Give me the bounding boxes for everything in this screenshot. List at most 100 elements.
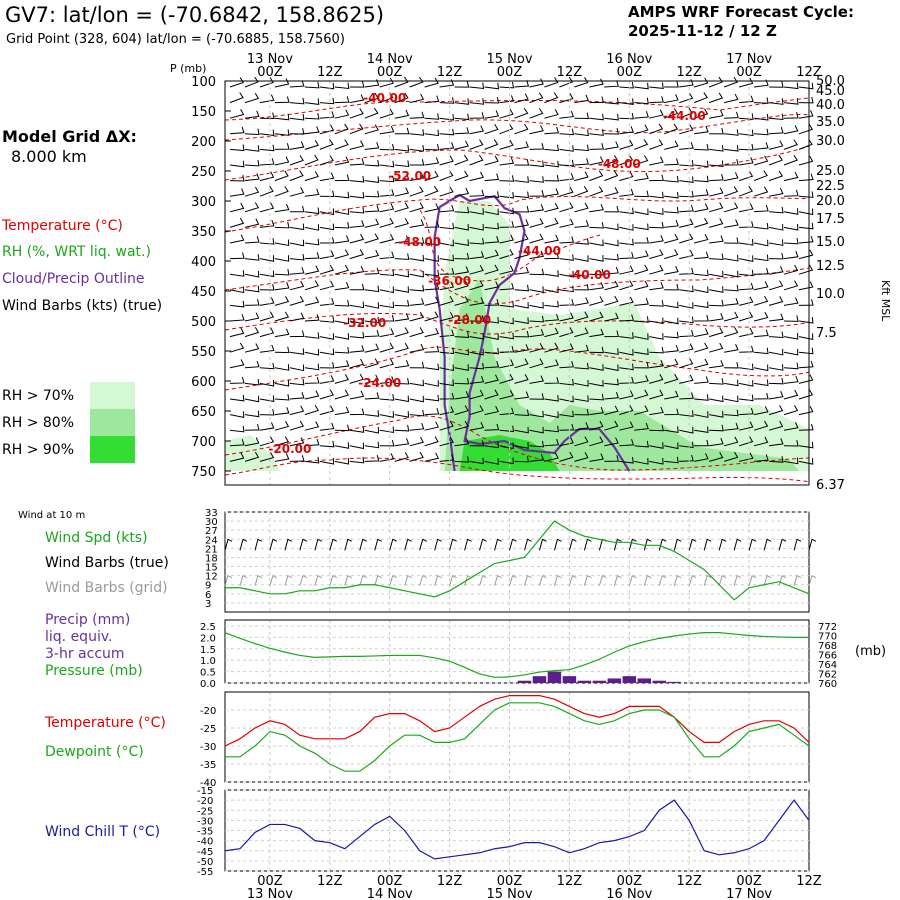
wind-barb-687 <box>589 346 604 354</box>
wind-barb-107 <box>664 108 679 119</box>
wind-barb-953 <box>484 458 499 465</box>
wind-barb-956 <box>529 453 545 462</box>
wind-barb-796 <box>469 389 484 400</box>
sfc-barb-true-9 <box>359 538 367 551</box>
wind-barb-165 <box>364 142 380 150</box>
wind-barb-180 <box>589 143 605 150</box>
p-tick-label-9: 550 <box>191 345 216 360</box>
wind-barb-439 <box>379 251 395 260</box>
wind-barb-709 <box>334 360 350 369</box>
wind-barb-731 <box>664 358 679 369</box>
wind-barb-869 <box>394 424 410 432</box>
p-tick-label-2: 200 <box>191 135 216 150</box>
wind-barb-156 <box>229 144 245 152</box>
wind-barb-961 <box>604 455 619 462</box>
wind-barb-109 <box>694 108 709 119</box>
wind-barb-949 <box>424 452 440 462</box>
legend-wind-speed: Wind Spd (kts) <box>45 530 148 546</box>
wind-barb-677 <box>439 347 455 355</box>
wind-barb-836 <box>484 405 499 416</box>
wind-barb-481 <box>424 269 440 277</box>
wind-barb-697 <box>739 345 754 353</box>
kft-tick-label-11: 10.0 <box>816 287 845 302</box>
wind-barb-928 <box>694 439 709 447</box>
wind-barb-734 <box>709 360 724 369</box>
sfc-barb-true-28 <box>643 538 652 551</box>
wind-barb-777 <box>769 377 784 385</box>
wind-barb-117 <box>229 126 245 135</box>
sfc-barb-grid-4 <box>284 574 293 586</box>
wind-barb-631 <box>334 333 350 340</box>
pressure-tick-label-4: 764 <box>818 660 837 671</box>
chill-tick-label-4: -35 <box>197 827 213 838</box>
rh-key-swatch-90 <box>90 436 135 463</box>
temperature-contour-2 <box>224 145 810 181</box>
wind-barb-274 <box>244 186 260 197</box>
wind-barb-510 <box>274 282 290 291</box>
wind-barb-768 <box>634 375 649 384</box>
wind-barb-861 <box>274 420 290 431</box>
wind-barb-154 <box>783 125 799 135</box>
wind-barb-868 <box>379 426 395 434</box>
wind-barb-90 <box>409 111 425 119</box>
wind-barb-973 <box>783 457 799 465</box>
wind-barb-241 <box>334 174 350 182</box>
chill-tick-label-8: -55 <box>197 867 213 878</box>
wind-barb-611 <box>619 314 634 322</box>
p-tick-label-4: 300 <box>191 195 216 210</box>
wind-barb-245 <box>394 174 410 182</box>
wind-barb-24 <box>589 78 604 88</box>
wind-barb-712 <box>379 358 395 369</box>
precip-panel-frame <box>224 619 810 684</box>
wind-barb-291 <box>499 191 514 199</box>
wind-barb-833 <box>439 406 455 416</box>
wind-tick-label-1: 30 <box>205 517 218 528</box>
wind-barb-606 <box>544 313 560 322</box>
wind-barb-444 <box>454 252 470 260</box>
wind-barb-60 <box>544 92 559 104</box>
wind-barb-212 <box>484 155 499 166</box>
pressure-unit: (mb) <box>855 644 887 659</box>
wind-barb-208 <box>424 157 440 166</box>
wind-barb-967 <box>694 453 709 462</box>
precip-bar-4 <box>577 680 592 683</box>
wind-barb-144 <box>634 124 649 135</box>
wind-barb-112 <box>739 113 754 120</box>
wind-barb-781 <box>244 395 260 403</box>
wind-barb-807 <box>634 389 649 400</box>
wind-barb-784 <box>289 392 305 400</box>
contour-label-6: -40.00 <box>568 268 611 282</box>
wind-barb-211 <box>469 154 484 166</box>
wind-barb-116 <box>798 110 814 119</box>
sfc-barb-grid-26 <box>613 574 622 586</box>
contour-label-1: -44.00 <box>663 109 706 123</box>
wind-barb-494 <box>619 265 634 275</box>
wind-barb-359 <box>349 220 365 228</box>
wind-barb-901 <box>289 437 305 447</box>
wind-barb-678 <box>454 348 469 356</box>
wind-barb-914 <box>484 441 499 449</box>
wind-barb-927 <box>679 441 694 449</box>
sfc-barb-true-29 <box>658 538 667 551</box>
wind-barb-255 <box>544 174 560 182</box>
wind-barb-191 <box>754 142 769 150</box>
wind-barb-750 <box>364 374 380 384</box>
wind-barb-58 <box>514 93 529 104</box>
wind-barb-628 <box>289 330 305 338</box>
wind-barb-811 <box>694 394 709 401</box>
wind-barb-541 <box>739 282 754 291</box>
wind-barb-744 <box>274 380 290 387</box>
wind-barb-552 <box>319 298 335 306</box>
wind-barb-805 <box>604 391 619 400</box>
temperature-line <box>224 694 810 747</box>
wind-barb-594 <box>364 316 380 324</box>
wind-barb-535 <box>649 282 664 291</box>
wind-barb-424 <box>739 238 754 246</box>
wind-barb-782 <box>259 395 275 402</box>
wind-barb-490 <box>559 270 574 278</box>
wind-barb-57 <box>499 95 515 104</box>
wind-barb-55 <box>469 98 485 105</box>
wind-barb-843 <box>589 407 604 416</box>
wind-barb-523 <box>469 280 484 291</box>
wind-barb-43 <box>289 97 305 105</box>
